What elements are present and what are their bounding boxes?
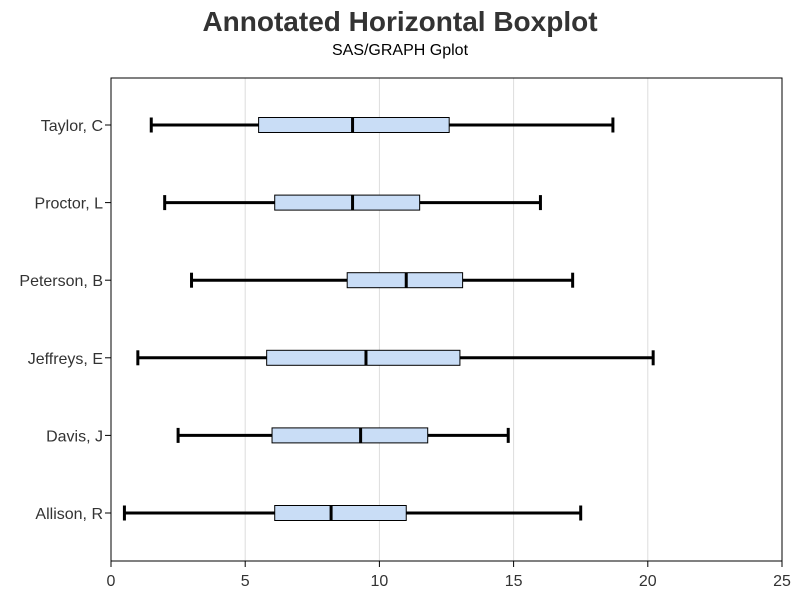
boxplot-item — [136, 349, 655, 366]
x-tick-label: 25 — [773, 573, 791, 590]
y-tick-label: Proctor, L — [35, 196, 104, 213]
plot-frame — [110, 77, 783, 562]
x-tick-label: 10 — [371, 573, 389, 590]
iqr-box — [266, 349, 461, 366]
x-axis: 0 5 10 15 20 25 — [107, 561, 791, 590]
boxplot-series — [122, 117, 655, 521]
grid-lines — [244, 78, 649, 561]
x-tick-label: 15 — [505, 573, 523, 590]
y-tick-label: Jeffreys, E — [28, 351, 103, 368]
iqr-box — [274, 505, 407, 521]
y-axis: Taylor, C Proctor, L Peterson, B Jeffreys, … — [19, 118, 111, 523]
y-tick-label: Davis, J — [46, 428, 103, 445]
chart-title: Annotated Horizontal Boxplot — [202, 6, 598, 37]
boxplot-item — [163, 194, 542, 211]
y-tick-label: Taylor, C — [41, 118, 103, 135]
boxplot-item — [149, 117, 615, 133]
iqr-box — [271, 427, 429, 444]
chart-subtitle: SAS/GRAPH Gplot — [331, 42, 469, 59]
boxplot-item — [190, 272, 575, 289]
boxplot-item — [122, 505, 583, 521]
x-tick-label: 5 — [241, 573, 250, 590]
y-tick-label: Allison, R — [35, 506, 103, 523]
boxplot-item — [176, 427, 510, 444]
iqr-box — [274, 194, 421, 211]
y-tick-label: Peterson, B — [19, 273, 103, 290]
x-tick-label: 0 — [107, 573, 116, 590]
x-tick-label: 20 — [639, 573, 657, 590]
